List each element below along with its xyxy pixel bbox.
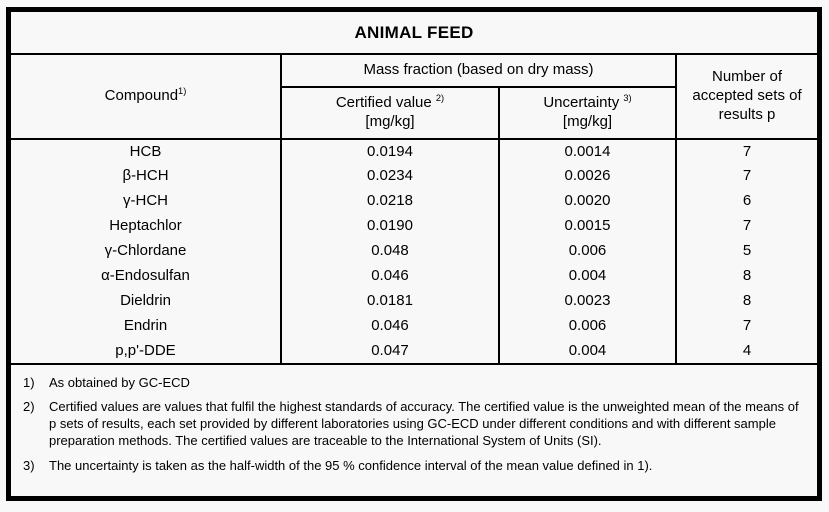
compound-header-label: Compound [104, 87, 179, 105]
accepted-sets-cell: 6 [742, 192, 752, 210]
accepted-sets-cell: 8 [742, 292, 752, 310]
accepted-sets-cell: 7 [742, 142, 752, 160]
table-title: ANIMAL FEED [11, 12, 818, 55]
table-row: Endrin 0.046 0.006 7 [11, 314, 817, 339]
uncertainty-cell: 0.0020 [499, 189, 677, 214]
certified-value-cell: 0.0181 [281, 289, 500, 314]
table-row: Dieldrin 0.0181 0.0023 8 [11, 289, 817, 314]
uncertainty-cell: 0.0026 [499, 164, 677, 189]
uncertainty-cell: 0.004 [499, 339, 677, 364]
footnote-3-text: The uncertainty is taken as the half-wid… [49, 457, 653, 473]
table-row: HCB 0.0194 0.0014 7 [11, 139, 817, 164]
title-row: ANIMAL FEED [11, 12, 818, 55]
footnote-3-number: 3) [23, 457, 35, 473]
uncertainty-cell: 0.004 [499, 264, 677, 289]
certified-value-cell: 0.0190 [281, 214, 500, 239]
uncertainty-cell: 0.0015 [499, 214, 677, 239]
accepted-sets-cell: 7 [742, 317, 752, 335]
table-row: p,p'-DDE 0.047 0.004 4 [11, 339, 817, 364]
accepted-sets-cell: 5 [742, 242, 752, 260]
table-row: γ-Chlordane 0.048 0.006 5 [11, 239, 817, 264]
certified-header-unit: [mg/kg] [365, 113, 415, 130]
compound-cell: β-HCH [11, 164, 282, 189]
certified-value-cell: 0.0194 [281, 139, 500, 164]
uncertainty-header-label: Uncertainty [543, 94, 620, 112]
footnote-1: 1) As obtained by GC-ECD [19, 374, 807, 391]
footnote-2: 2) Certified values are values that fulf… [19, 398, 807, 449]
compound-cell: γ-Chlordane [11, 239, 282, 264]
compound-column-header: Compound1) [11, 54, 282, 140]
mass-fraction-group-header: Mass fraction (based on dry mass) [281, 54, 676, 88]
certified-values-table: ANIMAL FEED Compound1) Mass fraction (ba… [11, 12, 818, 496]
uncertainty-header-unit: [mg/kg] [562, 113, 613, 130]
certified-value-cell: 0.046 [281, 314, 500, 339]
accepted-sets-cell: 8 [742, 267, 752, 285]
footnote-2-number: 2) [23, 399, 35, 415]
compound-cell: Endrin [11, 314, 282, 339]
table-row: α-Endosulfan 0.046 0.004 8 [11, 264, 817, 289]
certified-value-cell: 0.047 [281, 339, 500, 364]
table-row: Heptachlor 0.0190 0.0015 7 [11, 214, 817, 239]
compound-cell: α-Endosulfan [11, 264, 282, 289]
footnotes-section: 1) As obtained by GC-ECD 2) Certified va… [11, 363, 818, 496]
compound-header-footnote-ref: 1) [178, 86, 187, 97]
compound-cell: p,p'-DDE [11, 339, 282, 364]
compound-cell: HCB [11, 139, 282, 164]
accepted-sets-cell: 7 [742, 217, 752, 235]
accepted-sets-cell: 4 [742, 341, 752, 359]
table-row: β-HCH 0.0234 0.0026 7 [11, 164, 817, 189]
compound-cell: γ-HCH [11, 189, 282, 214]
certified-header-footnote-ref: 2) [435, 93, 445, 104]
table-outer-frame: ANIMAL FEED Compound1) Mass fraction (ba… [6, 7, 822, 501]
uncertainty-cell: 0.0014 [499, 139, 677, 164]
footnote-1-text: As obtained by GC-ECD [49, 375, 190, 390]
uncertainty-cell: 0.0023 [499, 289, 677, 314]
certified-value-cell: 0.046 [281, 264, 500, 289]
compound-cell: Heptachlor [11, 214, 282, 239]
table-row: γ-HCH 0.0218 0.0020 6 [11, 189, 817, 214]
accepted-sets-cell: 7 [742, 167, 752, 185]
uncertainty-header-footnote-ref: 3) [623, 93, 632, 104]
compound-cell: Dieldrin [11, 289, 282, 314]
header-sub-row: Certified value 2) [mg/kg] Uncertainty 3… [11, 87, 817, 140]
footnotes-row: 1) As obtained by GC-ECD 2) Certified va… [11, 363, 818, 496]
footnote-3: 3) The uncertainty is taken as the half-… [19, 457, 807, 474]
certified-header-label: Certified value [335, 94, 432, 112]
certified-value-column-header: Certified value 2) [mg/kg] [281, 87, 500, 140]
uncertainty-column-header: Uncertainty 3) [mg/kg] [499, 87, 676, 140]
certified-value-cell: 0.0218 [281, 189, 500, 214]
uncertainty-cell: 0.006 [499, 239, 677, 264]
footnote-2-text: Certified values are values that fulfil … [49, 399, 799, 449]
footnote-1-number: 1) [23, 375, 35, 390]
header-group-row: Compound1) Mass fraction (based on dry m… [11, 54, 818, 140]
uncertainty-cell: 0.006 [499, 314, 677, 339]
certified-value-cell: 0.0234 [281, 164, 500, 189]
certified-value-cell: 0.048 [281, 239, 500, 264]
accepted-sets-column-header: Number of accepted sets of results p [674, 54, 818, 140]
